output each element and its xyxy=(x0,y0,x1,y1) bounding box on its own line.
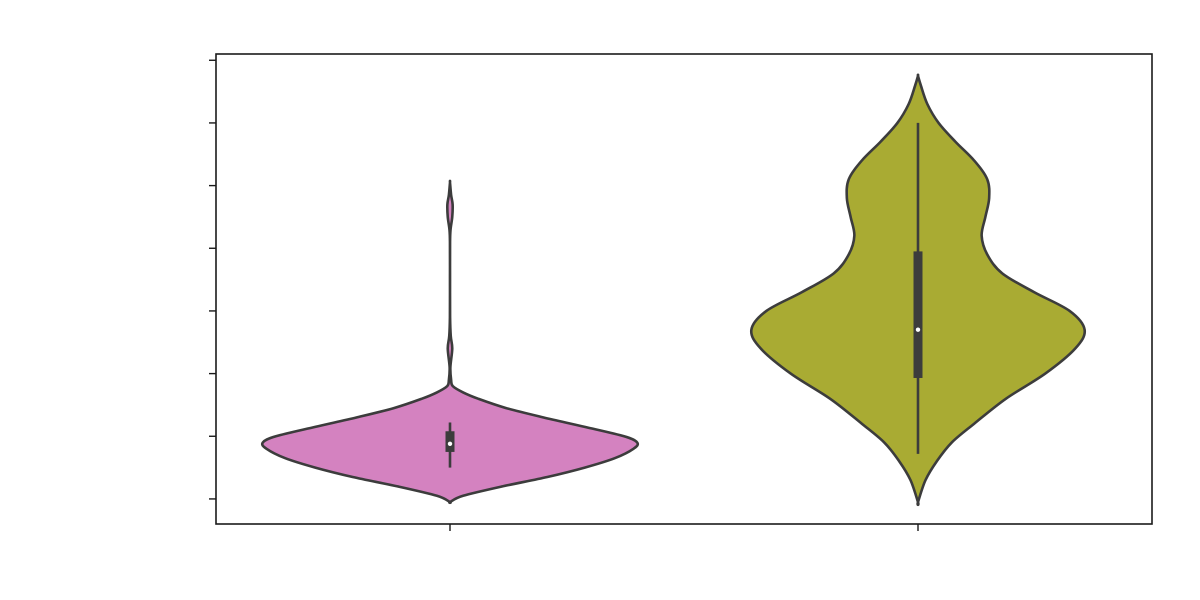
y-axis-ticks xyxy=(209,59,216,500)
violin-1 xyxy=(260,179,640,505)
x-axis-ticks xyxy=(449,524,919,531)
violins-layer xyxy=(260,73,1087,507)
violin-1-median xyxy=(447,441,453,446)
plot-frame xyxy=(215,53,1153,525)
violin-2-median xyxy=(915,327,921,332)
violin-2-iqr-box xyxy=(913,251,923,378)
